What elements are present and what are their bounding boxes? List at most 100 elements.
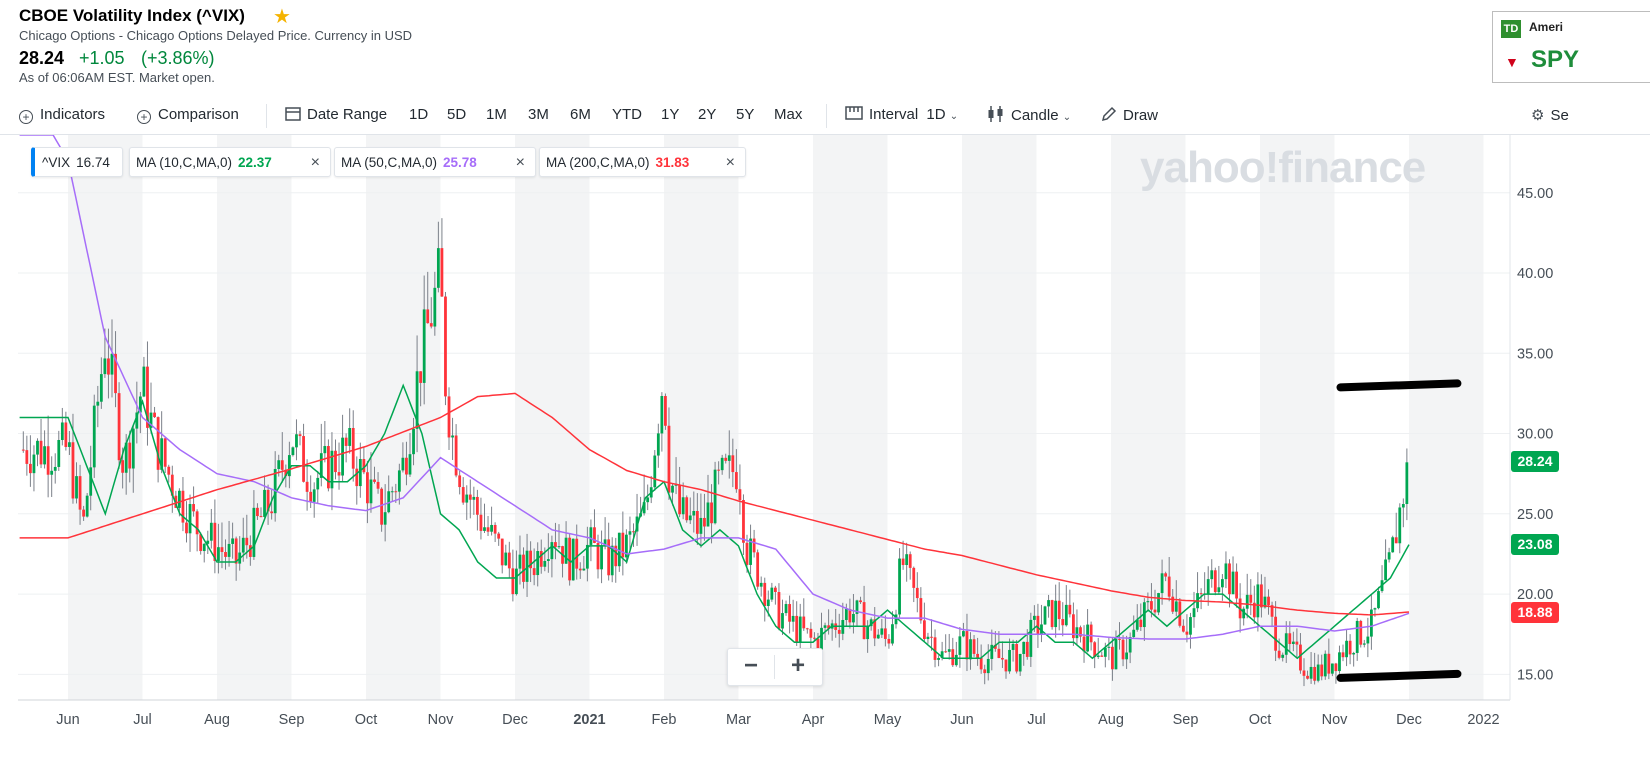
candle-body	[642, 502, 646, 514]
legend-ma50[interactable]: MA (50,C,MA,0) 25.78 ×	[334, 147, 536, 177]
candle-body	[1274, 616, 1278, 651]
settings-label: Se	[1550, 107, 1569, 124]
advertisement[interactable]: TD Ameri ▼ SPY	[1492, 11, 1650, 83]
candle-body	[1096, 655, 1100, 658]
candle-body	[1103, 647, 1107, 657]
candle-body	[78, 476, 82, 510]
candle-body	[915, 587, 919, 599]
candle-body	[1064, 604, 1068, 626]
candle-body	[678, 484, 682, 515]
close-icon[interactable]: ×	[310, 154, 320, 171]
candle-body	[259, 516, 263, 518]
candle-body	[674, 484, 678, 486]
candle-body	[358, 458, 362, 487]
candle-body	[1242, 608, 1246, 619]
candle-body	[844, 609, 848, 620]
range-5d[interactable]: 5D	[447, 106, 467, 123]
candle-body	[951, 649, 955, 666]
candle-body	[114, 353, 117, 394]
comparison-label: Comparison	[158, 106, 239, 123]
candle-body	[28, 463, 32, 474]
range-5y[interactable]: 5Y	[736, 106, 755, 123]
candle-body	[447, 396, 451, 438]
candle-body	[362, 458, 366, 473]
candle-body	[603, 539, 607, 546]
candle-body	[940, 651, 944, 658]
interval-value: 1D	[926, 106, 946, 123]
legend-vix[interactable]: ^VIX 16.74	[31, 147, 123, 177]
candle-body	[1018, 653, 1022, 672]
candle-body	[224, 552, 227, 557]
candle-body	[1032, 615, 1036, 620]
zoom-in-button[interactable]: +	[790, 652, 805, 679]
candle-body	[550, 542, 554, 560]
indicators-button[interactable]: + Indicators	[19, 106, 105, 124]
candle-body	[695, 510, 699, 534]
candle-body	[1306, 675, 1309, 679]
comparison-button[interactable]: + Comparison	[137, 106, 239, 124]
range-max[interactable]: Max	[774, 106, 803, 123]
legend-ma200[interactable]: MA (200,C,MA,0) 31.83 ×	[539, 147, 746, 177]
candle-body	[756, 552, 760, 587]
candle-body	[798, 616, 802, 642]
candle-body	[468, 494, 472, 500]
chart-type-button[interactable]: Candle ⌄	[987, 106, 1071, 124]
range-6m[interactable]: 6M	[570, 106, 591, 123]
candle-body	[891, 624, 894, 644]
candle-body	[859, 600, 862, 603]
candle-body	[646, 497, 650, 503]
close-icon[interactable]: ×	[725, 154, 735, 171]
candle-body	[578, 568, 582, 571]
candle-body	[1387, 552, 1391, 560]
candle-body	[153, 412, 156, 418]
range-1d[interactable]: 1D	[409, 106, 429, 123]
candle-body	[1043, 606, 1047, 625]
interval-label: Interval	[869, 106, 919, 123]
candle-body	[422, 309, 426, 383]
candle-body	[366, 472, 369, 504]
candle-body	[192, 504, 195, 512]
candle-body	[99, 374, 103, 402]
candle-body	[1252, 602, 1256, 618]
candle-body	[1040, 624, 1043, 634]
interval-button[interactable]: Interval 1D ⌄	[845, 106, 958, 123]
calendar-icon	[285, 107, 301, 121]
candle-body	[213, 522, 217, 561]
candle-body	[504, 552, 508, 566]
candle-body	[1260, 584, 1263, 608]
range-2y[interactable]: 2Y	[698, 106, 717, 123]
candle-body	[436, 248, 440, 288]
draw-button[interactable]: Draw	[1101, 106, 1158, 124]
month-band	[1111, 135, 1186, 700]
candle-body	[1270, 605, 1274, 617]
close-icon[interactable]: ×	[515, 154, 525, 171]
star-icon[interactable]: ★	[273, 6, 291, 28]
candle-body	[986, 658, 990, 674]
range-1y[interactable]: 1Y	[661, 106, 680, 123]
plus-circle-icon: +	[137, 110, 151, 124]
candle-icon	[988, 106, 1003, 122]
range-1m[interactable]: 1M	[486, 106, 507, 123]
candle-body	[752, 538, 756, 553]
candle-body	[589, 527, 593, 545]
x-tick-label: Sep	[1173, 712, 1199, 728]
date-range-button[interactable]: Date Range	[285, 106, 387, 123]
candle-body	[167, 466, 171, 475]
candle-body	[908, 554, 912, 568]
candle-body	[1338, 652, 1341, 672]
candle-body	[433, 287, 437, 327]
zoom-out-button[interactable]: −	[743, 652, 758, 679]
settings-button[interactable]: ⚙ Se	[1531, 106, 1569, 124]
candle-body	[291, 447, 295, 456]
legend-ma10[interactable]: MA (10,C,MA,0) 22.37 ×	[129, 147, 331, 177]
range-ytd[interactable]: YTD	[612, 106, 642, 123]
x-tick-label: Sep	[279, 712, 305, 728]
candle-body	[624, 534, 628, 558]
candle-body	[731, 455, 735, 473]
ma10-flag: 23.08	[1511, 534, 1559, 556]
candle-body	[1362, 643, 1366, 645]
range-3m[interactable]: 3M	[528, 106, 549, 123]
candle-body	[1008, 649, 1011, 672]
candle-body	[632, 531, 635, 533]
